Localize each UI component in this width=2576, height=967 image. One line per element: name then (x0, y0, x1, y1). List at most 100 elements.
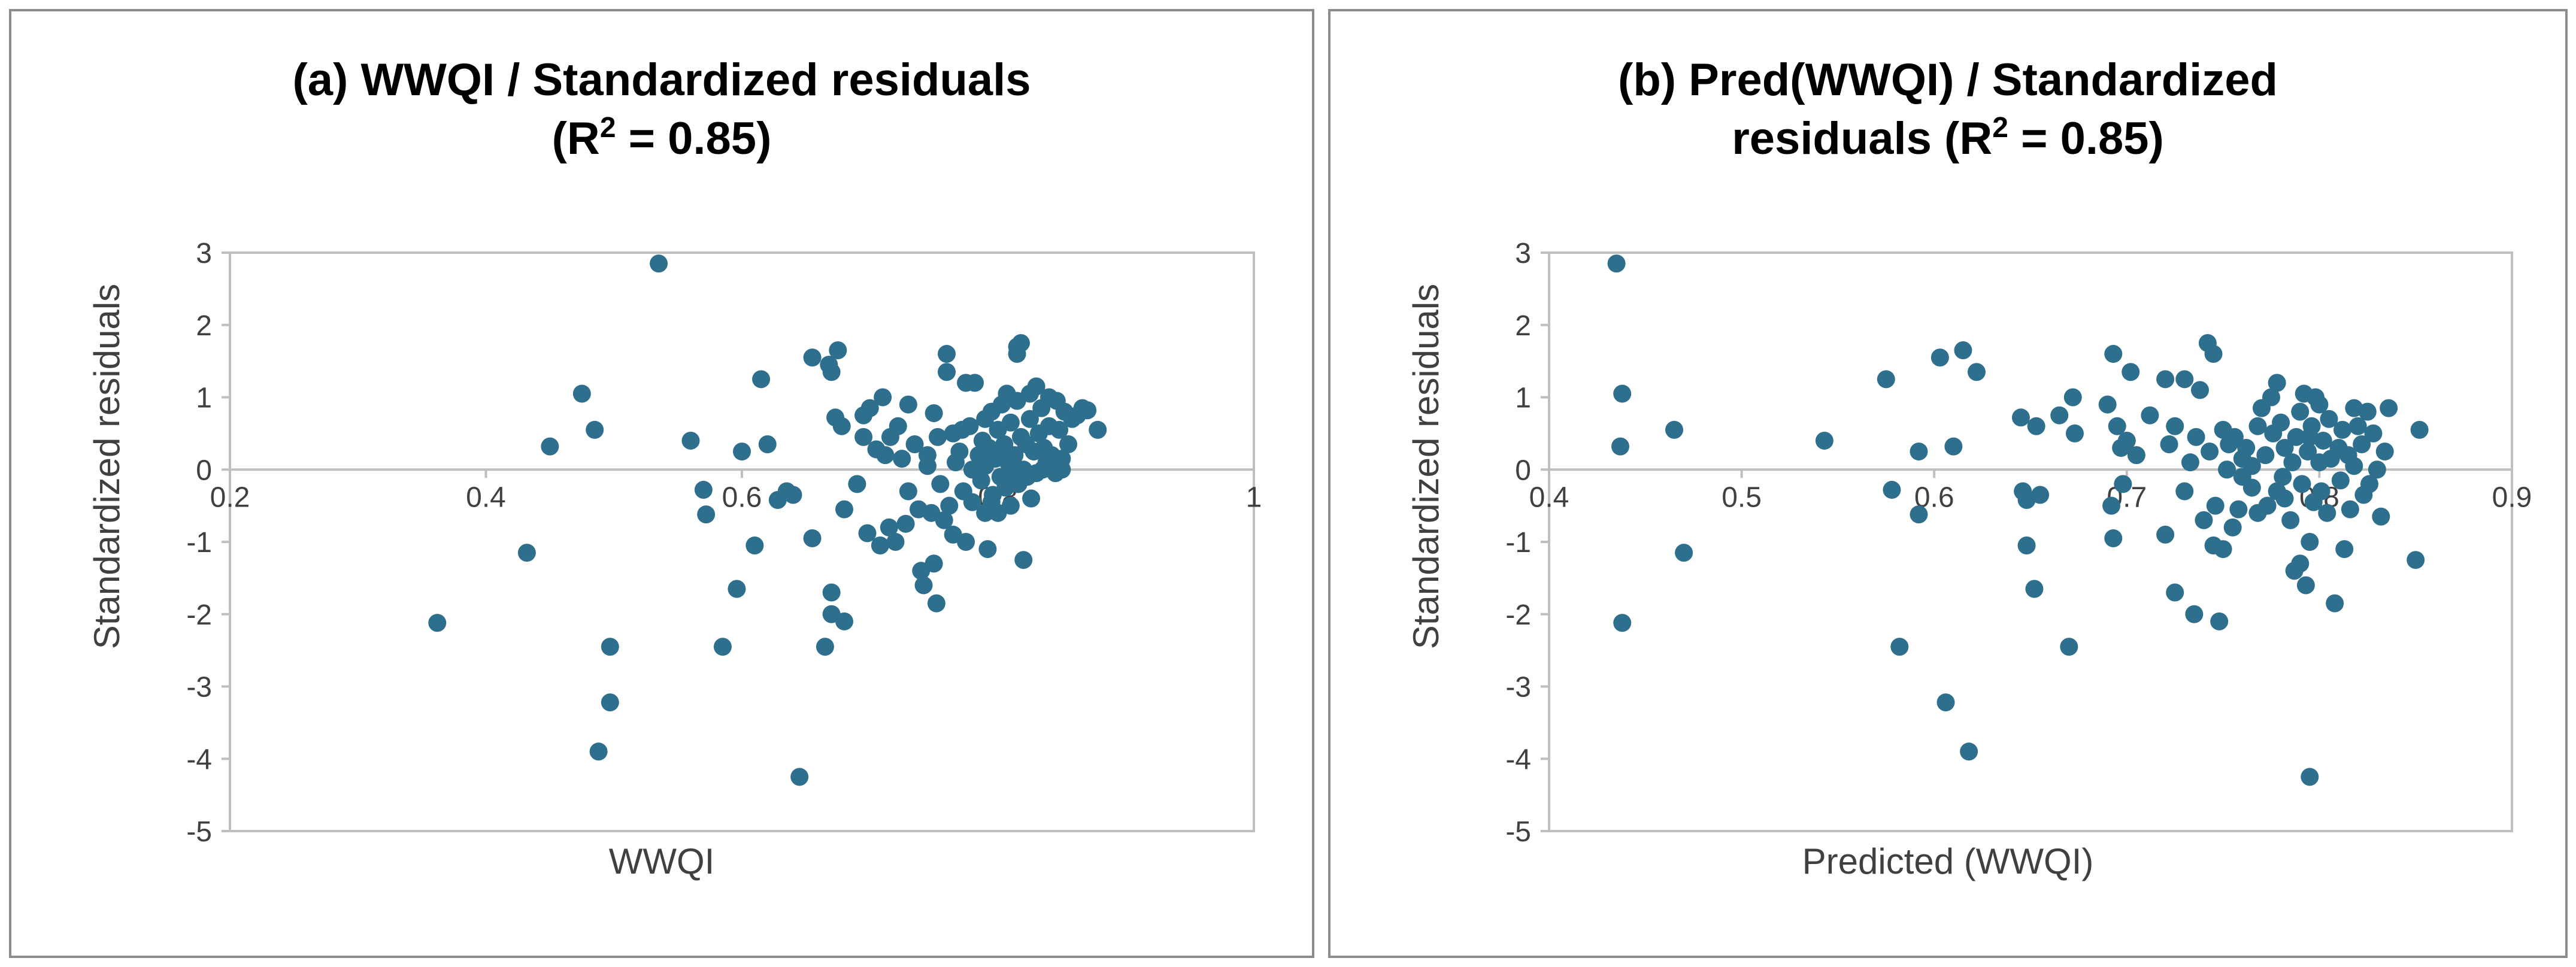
chart-a-title-line1: (a) WWQI / Standardized residuals (292, 54, 1031, 105)
chart-a-data-point (816, 638, 834, 656)
chart-b-data-point (2063, 388, 2082, 407)
chart-b-data-point (2318, 504, 2336, 522)
chart-b-data-point (2375, 442, 2394, 461)
chart-a-data-point (874, 388, 892, 407)
chart-b-data-point (2283, 453, 2302, 472)
chart-a-data-point (963, 493, 981, 511)
chart-b-data-point (2291, 554, 2310, 573)
chart-b-data-point (2331, 471, 2350, 490)
chart-a-data-point (1014, 551, 1033, 569)
chart-a-x-tick-label: 0.2 (210, 481, 250, 513)
chart-b-data-point (2166, 417, 2184, 435)
chart-a-data-point (586, 420, 604, 439)
chart-a-data-point (989, 442, 1007, 461)
chart-b-data-point (2175, 482, 2194, 501)
chart-a-x-tick-label: 0.6 (722, 481, 762, 513)
chart-a-data-point (1020, 384, 1039, 403)
chart-b-data-point (2160, 435, 2178, 453)
chart-a-data-point (925, 404, 943, 423)
chart-a-data-point (854, 428, 873, 446)
chart-b-data-point (1665, 420, 1684, 439)
chart-a-data-point (978, 540, 997, 559)
chart-b-data-point (2025, 580, 2044, 598)
chart-b-data-point (2360, 475, 2379, 493)
chart-b-data-point (1613, 614, 1632, 632)
chart-a-data-point (428, 614, 447, 632)
chart-a-data-point (929, 428, 947, 446)
chart-b-data-point (2410, 420, 2429, 439)
chart-a-data-point (803, 529, 822, 547)
chart-a-data-point (925, 554, 943, 573)
chart-b-data-point (2223, 518, 2242, 536)
chart-b-data-point (2310, 395, 2329, 414)
chart-a-data-point (681, 431, 700, 450)
chart-a-data-point (1020, 410, 1039, 428)
chart-a-data-point (1089, 420, 1107, 439)
chart-b-data-point (2380, 399, 2398, 417)
chart-a-data-point (822, 583, 841, 602)
chart-b-data-point (2187, 428, 2205, 446)
chart-a-x-tick-label: 0.4 (466, 481, 506, 513)
chart-a-title-line2: (R2 = 0.85) (552, 112, 772, 164)
chart-a-data-point (713, 638, 732, 656)
chart-a-data-point (832, 417, 851, 435)
chart-a-data-point (905, 435, 924, 453)
chart-b-data-point (2272, 413, 2290, 432)
chart-a-data-point (829, 341, 847, 360)
chart-b-data-point (1613, 384, 1632, 403)
chart-b-data-point (2268, 374, 2286, 392)
chart-a-y-tick-label: 3 (196, 238, 212, 269)
chart-b-data-point (2258, 496, 2277, 515)
chart-b-data-point (2204, 345, 2223, 363)
chart-b-data-point (2333, 420, 2351, 439)
chart-a-data-point (835, 500, 853, 519)
chart-b-data-point (2181, 453, 2199, 472)
chart-b-data-point (1936, 693, 1955, 712)
chart-a-data-point (1078, 401, 1097, 420)
chart-a-data-point (940, 496, 959, 515)
chart-b-data-point (1877, 370, 1895, 389)
chart-b-y-tick-label: -1 (1505, 527, 1531, 559)
chart-a-y-tick-label: -3 (186, 672, 212, 704)
chart-b-data-point (1883, 481, 1901, 499)
chart-b-data-point (2206, 496, 2225, 515)
chart-b-y-tick-label: 0 (1515, 454, 1531, 486)
chart-b-x-tick-label: 0.4 (1529, 481, 1569, 513)
chart-b-y-label: Standardized residuals (1406, 284, 1446, 649)
chart-b-data-point (2201, 442, 2219, 461)
chart-a-data-point (790, 768, 809, 786)
chart-b-data-point (2301, 533, 2319, 551)
chart-b-y-tick-label: -3 (1505, 672, 1531, 704)
chart-a-data-point (589, 742, 608, 761)
chart-b-data-point (2017, 536, 2036, 555)
chart-a-data-point (835, 612, 853, 630)
chart-b-data-point (2237, 439, 2256, 457)
chart-b-x-tick-label: 0.5 (1722, 481, 1762, 513)
chart-a-data-point (822, 363, 841, 381)
chart-b-data-point (2156, 525, 2175, 544)
chart-b-data-point (2114, 475, 2132, 493)
chart-b-data-point (1954, 341, 1972, 360)
chart-a-data-point (758, 435, 777, 453)
chart-a-data-point (896, 514, 915, 533)
chart-a-data-point (697, 505, 716, 524)
chart-b-data-point (2275, 489, 2294, 508)
chart-b-data-point (2104, 345, 2123, 363)
chart-b-data-point (2175, 370, 2194, 389)
chart-b-data-point (2185, 605, 2204, 623)
chart-panel-a: (a) WWQI / Standardized residuals (R2 = … (9, 9, 1314, 958)
chart-b-data-point (2229, 500, 2248, 519)
chart-b-data-point (2407, 551, 2425, 569)
chart-a-data-point (1001, 413, 1020, 432)
chart-b-data-point (2027, 417, 2045, 435)
chart-a-x-label: WWQI (609, 841, 715, 881)
chart-b-data-point (2122, 363, 2140, 381)
chart-a-plot-border (229, 251, 1255, 832)
chart-a-data-point (976, 410, 995, 428)
chart-b-data-point (1967, 363, 1986, 381)
chart-b-data-point (2320, 410, 2338, 428)
chart-a-data-point (889, 417, 907, 435)
chart-b-data-point (1931, 348, 1949, 367)
chart-a-data-point (803, 348, 822, 367)
chart-a-y-label: Standardized residuals (87, 284, 127, 649)
